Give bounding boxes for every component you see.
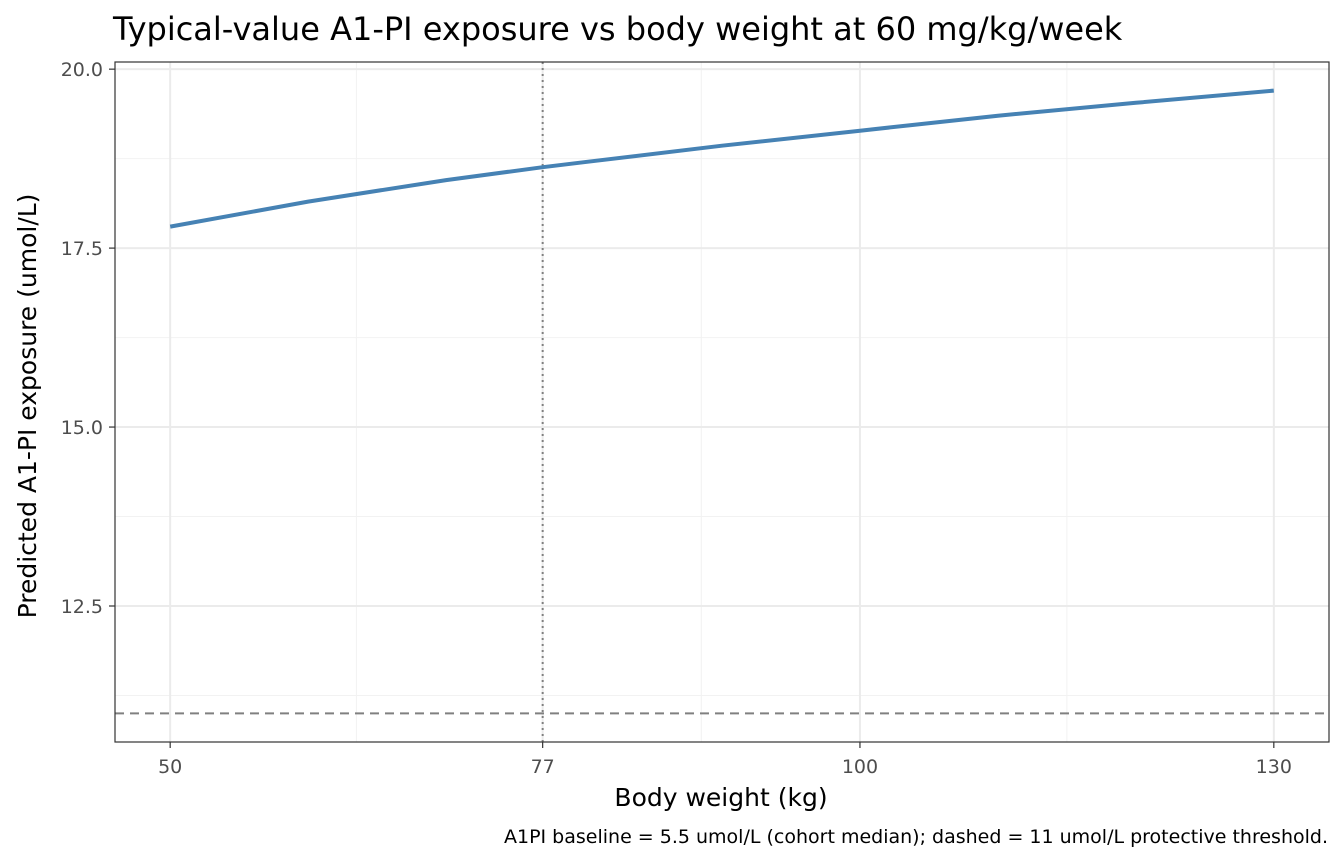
- y-tick-label: 20.0: [61, 59, 103, 81]
- x-axis-title: Body weight (kg): [614, 783, 827, 812]
- panel-border: [114, 61, 1330, 743]
- series-line: [169, 88, 1274, 229]
- grid-layer: [115, 62, 1329, 742]
- y-tick-label: 15.0: [61, 417, 103, 439]
- axis-layer: 50 77 100 130 12.5 15.0 17.5 20.0: [61, 59, 1292, 778]
- y-axis-title: Predicted A1-PI exposure (umol/L): [13, 194, 42, 619]
- y-tick-label: 17.5: [61, 238, 103, 260]
- x-tick-label: 130: [1256, 756, 1292, 778]
- chart-caption: A1PI baseline = 5.5 umol/L (cohort media…: [504, 826, 1328, 848]
- x-tick-label: 50: [158, 756, 182, 778]
- chart-title: Typical-value A1-PI exposure vs body wei…: [112, 10, 1123, 48]
- x-tick-label: 77: [531, 756, 555, 778]
- y-tick-label: 12.5: [61, 596, 103, 618]
- x-tick-label: 100: [842, 756, 878, 778]
- reference-lines: [115, 62, 1329, 742]
- series-layer: [169, 88, 1274, 229]
